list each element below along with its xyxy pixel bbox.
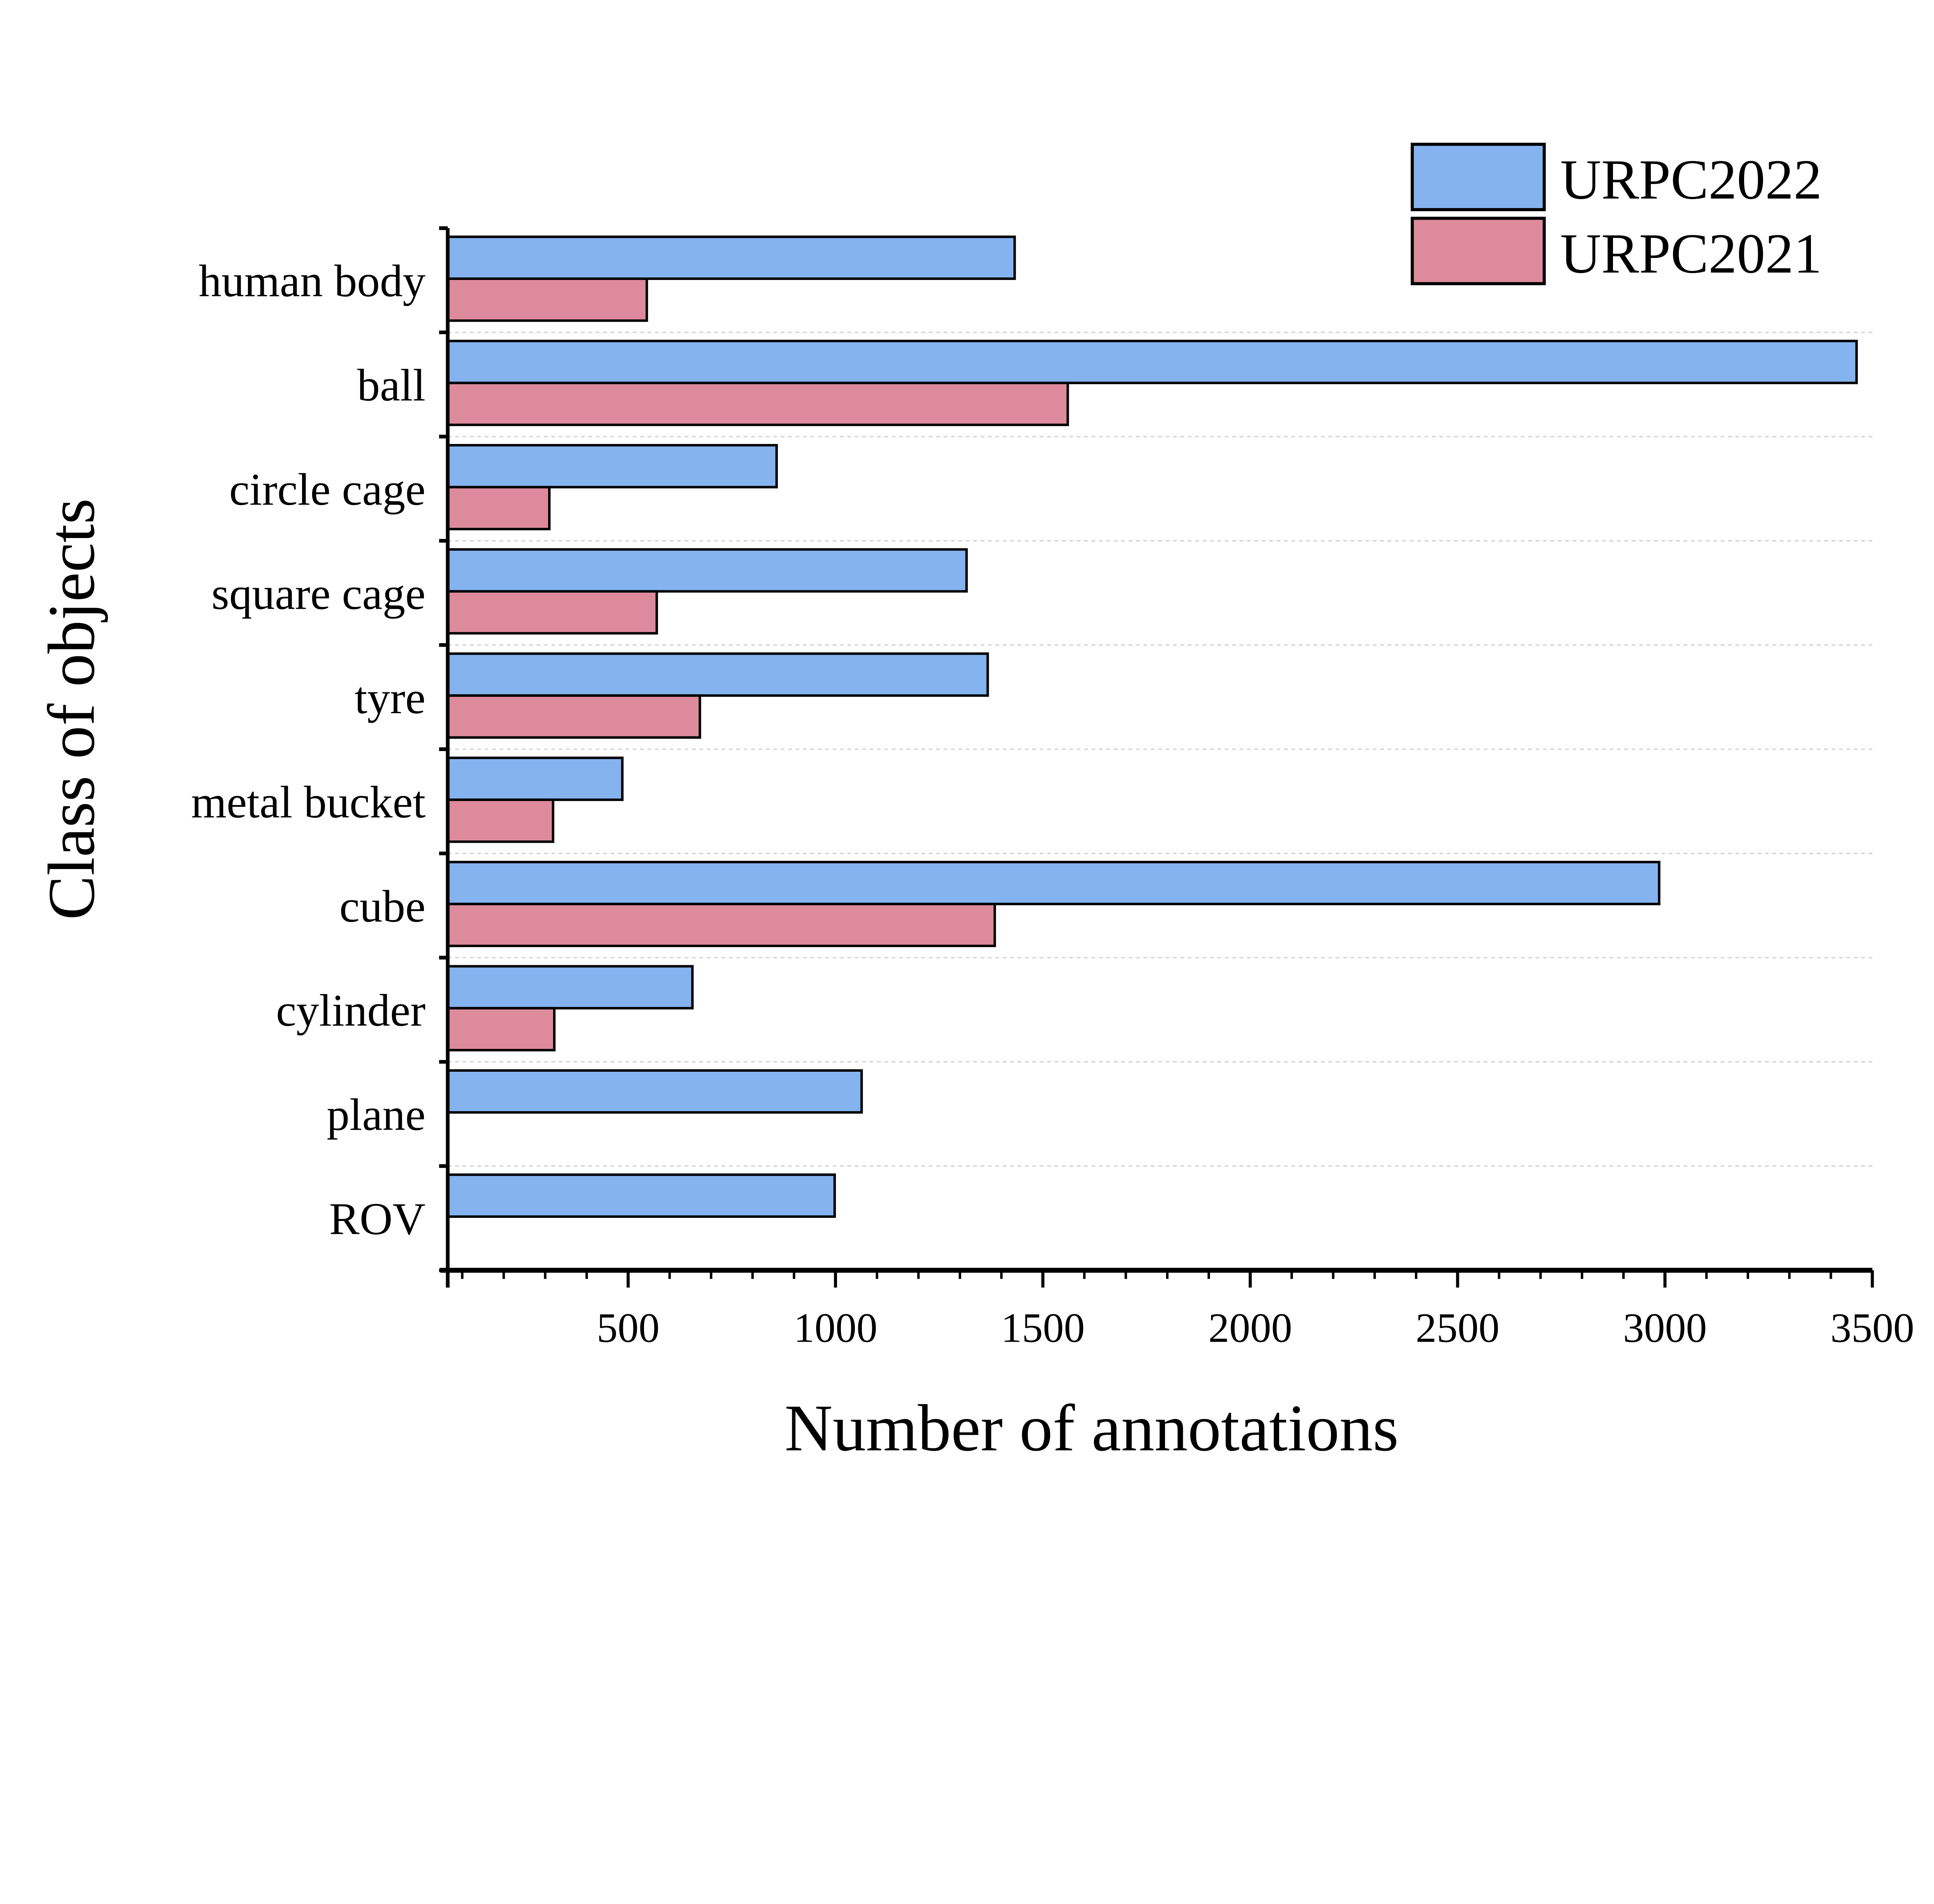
category-label: cube [339,881,425,932]
bar-URPC2022-square-cage [446,548,968,593]
legend: URPC2022 URPC2021 [1411,143,1822,285]
bar-URPC2022-tyre [446,652,989,697]
category-label: ROV [329,1194,425,1244]
x-axis-label: Number of annotations [784,1392,1399,1465]
axes [439,226,1874,1288]
bar-URPC2021-cylinder [446,1007,556,1052]
bar-URPC2022-cylinder [446,965,694,1010]
bar-URPC2021-cube [446,903,996,947]
category-label: cylinder [276,985,426,1036]
x-tick-label: 3500 [1830,1305,1914,1351]
y-axis-label: Class of objects [35,498,108,920]
bar-URPC2022-ROV [446,1173,836,1218]
x-tick-label: 2000 [1208,1305,1292,1351]
bar-URPC2021-square-cage [446,590,658,635]
legend-swatch-URPC2021 [1411,217,1546,285]
legend-swatch-URPC2022 [1411,143,1546,212]
x-tick-label: 2500 [1416,1305,1500,1351]
x-tick-label: 1000 [794,1305,878,1351]
bar-URPC2021-ball [446,381,1069,426]
bar-URPC2021-human-body [446,277,648,322]
category-label: plane [327,1089,425,1140]
bar-URPC2021-tyre [446,694,701,739]
bar-URPC2022-ball [446,340,1858,384]
bars [446,236,1858,1218]
category-labels: human body ball circle cage square cage tyre… [191,256,425,1244]
category-label: metal bucket [191,777,425,827]
x-tick-label: 500 [597,1305,660,1351]
bar-URPC2022-human-body [446,236,1016,280]
bar-URPC2022-cube [446,861,1661,905]
x-tick-label: 1500 [1001,1305,1085,1351]
category-label: circle cage [229,464,425,515]
category-label: human body [199,256,426,306]
category-label: ball [357,360,425,411]
gridlines [448,331,1872,1167]
legend-label: URPC2022 [1560,148,1822,211]
bar-chart: human body ball circle cage square cage tyre… [35,143,1914,1465]
bar-URPC2022-circle-cage [446,444,778,488]
bar-URPC2022-plane [446,1069,863,1114]
category-label: square cage [212,568,425,619]
x-tick-label: 3000 [1623,1305,1707,1351]
x-tick-labels: 500 1000 1500 2000 2500 3000 3500 [597,1305,1914,1351]
bar-URPC2022-metal-bucket [446,756,624,801]
category-label: tyre [355,673,425,723]
bar-URPC2021-metal-bucket [446,798,555,843]
legend-label: URPC2021 [1560,222,1822,285]
bar-URPC2021-circle-cage [446,486,551,531]
